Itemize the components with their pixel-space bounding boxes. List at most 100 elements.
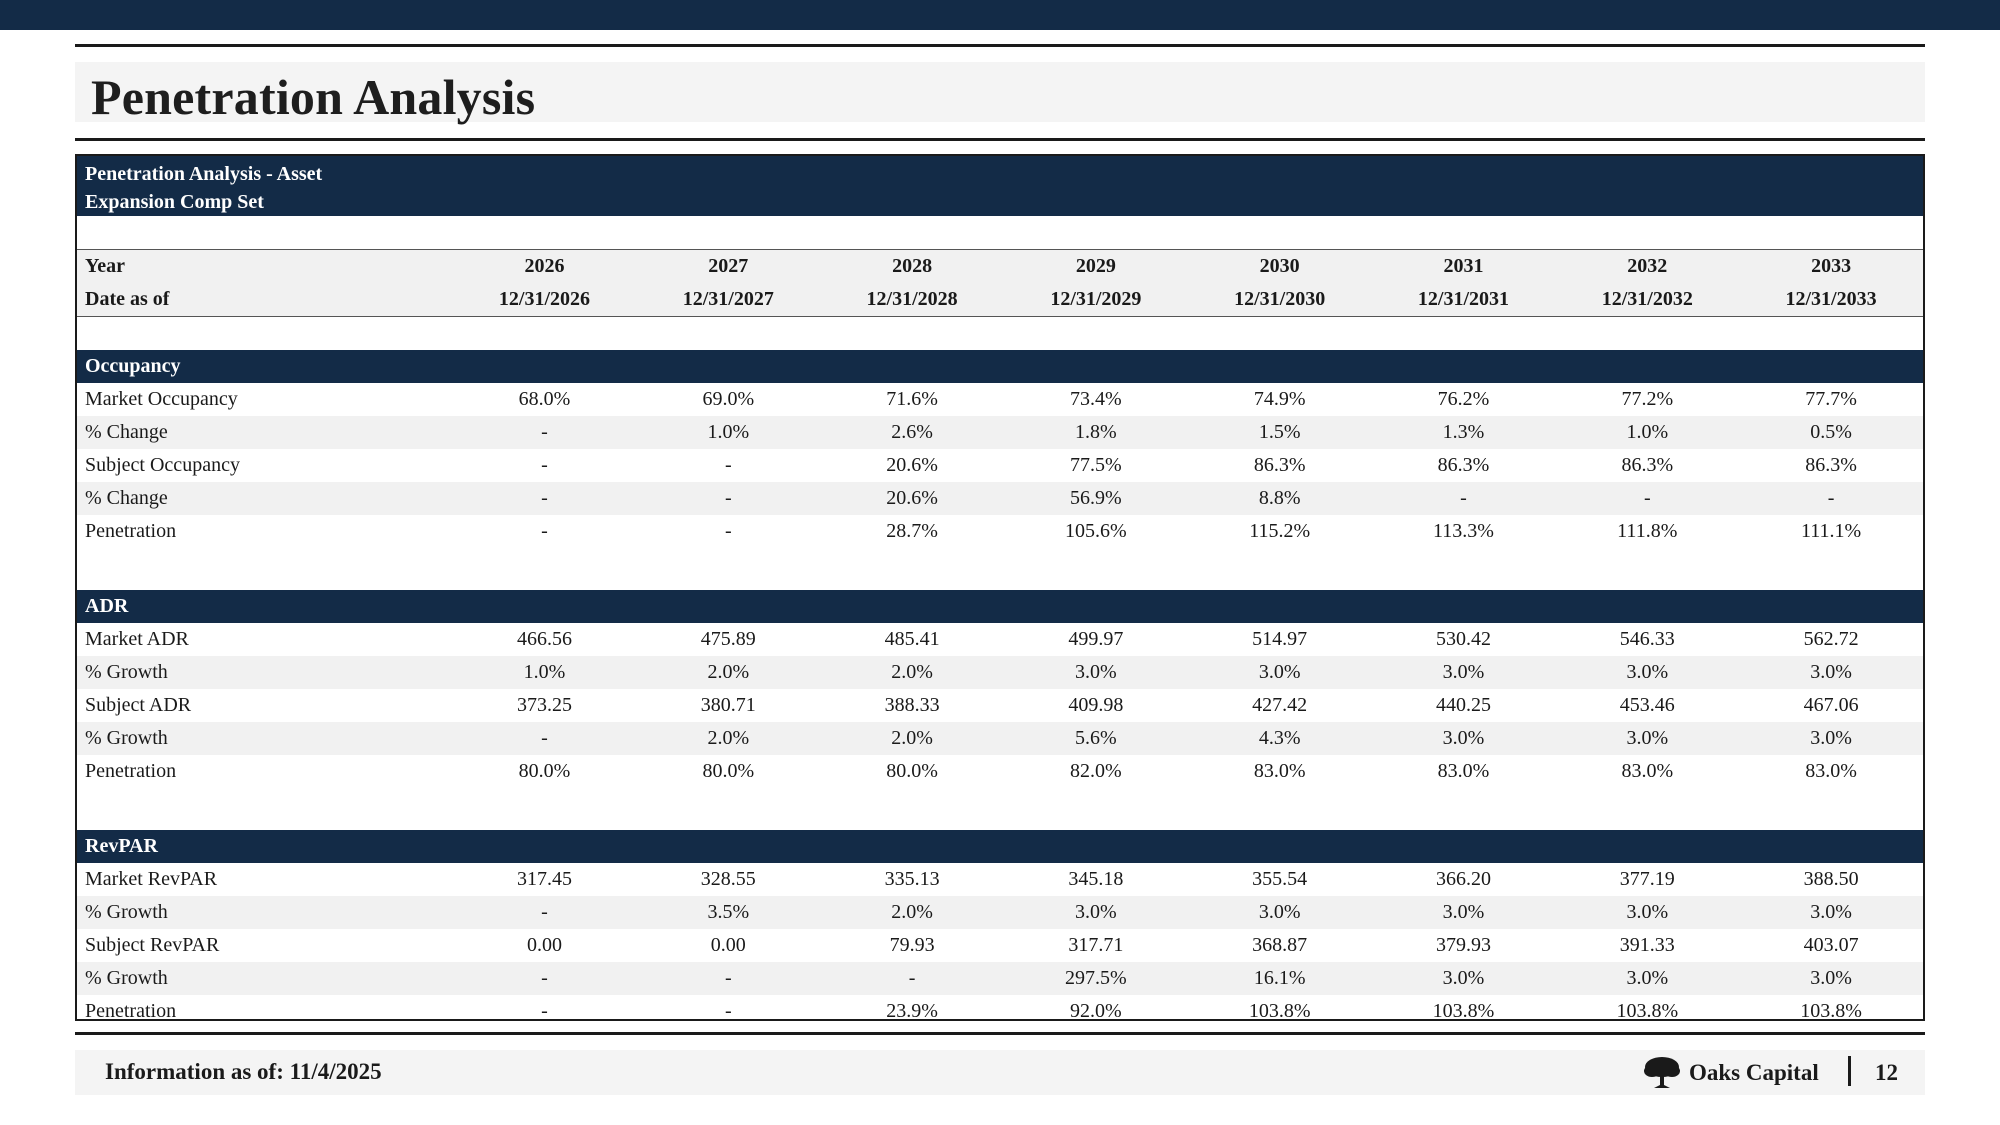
table-cell: 391.33: [1619, 934, 1675, 956]
oak-tree-icon: [1644, 1057, 1680, 1088]
table-cell: 79.93: [889, 934, 935, 956]
table-cell: -: [541, 967, 548, 989]
table-row: Market Occupancy 68.0% 69.0% 71.6% 73.4% 74.9…: [77, 383, 1923, 416]
row-label: Penetration: [85, 520, 177, 542]
table-cell: 20.6%: [886, 487, 938, 509]
table-cell: -: [541, 901, 548, 923]
table-row: % Change - - 20.6% 56.9% 8.8% - - -: [77, 482, 1923, 515]
table-cell: 74.9%: [1253, 388, 1306, 410]
table-cell: 86.3%: [1805, 454, 1857, 476]
table-row: Subject ADR 373.25 380.71 388.33 409.98 427.4…: [77, 689, 1923, 722]
table-cell: 366.20: [1435, 868, 1491, 890]
table-cell: -: [541, 727, 548, 749]
table-cell: 1.0%: [523, 661, 566, 683]
table-cell: 3.0%: [1442, 727, 1485, 749]
table-row: Penetration - - 23.9% 92.0% 103.8% 103.8% 103.8…: [77, 995, 1923, 1021]
table-cell: -: [541, 520, 548, 542]
section-rows: Market Occupancy 68.0% 69.0% 71.6% 73.4% 74.9…: [77, 383, 1923, 548]
table-row: Penetration 80.0% 80.0% 80.0% 82.0% 83.0% 83.0…: [77, 755, 1923, 788]
table-cell: 2.0%: [891, 727, 933, 749]
table-cell: 1.3%: [1442, 421, 1485, 443]
table-cell: 317.71: [1068, 934, 1124, 956]
table-cell: 2.0%: [707, 727, 750, 749]
table-cell: -: [1827, 487, 1835, 509]
table-cell: 111.8%: [1617, 520, 1678, 542]
footer-top-rule: [75, 1032, 1925, 1035]
table-cell: -: [541, 487, 548, 509]
table-cell: 3.0%: [1258, 661, 1301, 683]
table-cell: 3.0%: [1442, 661, 1485, 683]
table-row: Market RevPAR 317.45 328.55 335.13 345.18 355…: [77, 863, 1923, 896]
table-cell: 368.87: [1252, 934, 1308, 956]
section-rows: Market ADR 466.56 475.89 485.41 499.97 514.97…: [77, 623, 1923, 788]
table-row: % Growth - 2.0% 2.0% 5.6% 4.3% 3.0% 3.0% 3.0%: [77, 722, 1923, 755]
table-cell: 317.45: [516, 868, 572, 890]
table-cell: 105.6%: [1065, 520, 1127, 542]
table-spacer: [77, 317, 1923, 350]
table-cell: -: [724, 967, 732, 989]
table-cell: -: [724, 1000, 732, 1021]
table-cell: 3.0%: [1810, 967, 1852, 989]
title-bar: Penetration Analysis: [75, 62, 1925, 125]
table-cell: 103.8%: [1616, 1000, 1679, 1021]
table-cell: 3.0%: [1626, 727, 1669, 749]
table-row: % Change - 1.0% 2.6% 1.8% 1.5% 1.3% 1.0% 0.5%: [77, 416, 1923, 449]
sections-container: Occupancy Market Occupancy 68.0% 69.0% 71.6%…: [77, 350, 1923, 1021]
table-cell: 3.0%: [1075, 661, 1117, 683]
table-cell: 83.0%: [1253, 760, 1306, 782]
row-label: Market RevPAR: [85, 868, 218, 890]
footer: Information as of: 11/4/2025 Oaks Capita…: [75, 1050, 1925, 1095]
row-label: % Growth: [85, 727, 168, 749]
info-as-of: Information as of: 11/4/2025: [105, 1059, 382, 1084]
table-cell: 3.0%: [1075, 901, 1117, 923]
table-row: % Growth - - - 297.5% 16.1% 3.0% 3.0% 3.0%: [77, 962, 1923, 995]
table-cell: 115.2%: [1249, 520, 1311, 542]
date-cell: 12/31/2029: [1050, 288, 1142, 310]
row-label: % Growth: [85, 661, 168, 683]
table-cell: 80.0%: [886, 760, 938, 782]
table-cell: 388.50: [1803, 868, 1859, 890]
table-cell: 377.19: [1619, 868, 1675, 890]
table-cell: 86.3%: [1437, 454, 1490, 476]
table-cell: 83.0%: [1805, 760, 1857, 782]
table-cell: 92.0%: [1070, 1000, 1122, 1021]
row-label: % Growth: [85, 901, 168, 923]
row-label: Market ADR: [85, 628, 189, 650]
row-label: Subject Occupancy: [85, 454, 240, 476]
year-row: Year 2026 2027 2028 2029 2030 2031 2032 …: [77, 250, 1923, 283]
table-cell: -: [541, 421, 548, 443]
table-cell: 16.1%: [1253, 967, 1306, 989]
table-cell: 20.6%: [886, 454, 938, 476]
table-cell: 0.00: [526, 934, 562, 956]
table-cell: -: [1643, 487, 1651, 509]
table-cell: 1.5%: [1258, 421, 1301, 443]
table-cell: 3.0%: [1626, 661, 1669, 683]
table-cell: 80.0%: [518, 760, 571, 782]
date-cell: 12/31/2031: [1417, 288, 1510, 310]
table-cell: 485.41: [884, 628, 940, 650]
brand-name: Oaks Capital: [1689, 1060, 1819, 1085]
penetration-table: Penetration Analysis - Asset Expansion C…: [75, 154, 1925, 1021]
title-top-rule: [75, 44, 1925, 47]
table-row: % Growth - 3.5% 2.0% 3.0% 3.0% 3.0% 3.0% 3.0%: [77, 896, 1923, 929]
row-label: Subject RevPAR: [85, 934, 220, 956]
table-cell: 2.6%: [891, 421, 933, 443]
table-row: Subject RevPAR 0.00 0.00 79.93 317.71 368.87 3…: [77, 929, 1923, 962]
table-cell: 68.0%: [518, 388, 571, 410]
table-cell: 83.0%: [1437, 760, 1490, 782]
section-spacer: [77, 548, 1923, 590]
table-cell: 3.0%: [1258, 901, 1301, 923]
table-cell: 86.3%: [1621, 454, 1674, 476]
table-cell: 28.7%: [886, 520, 938, 542]
table-cell: 3.0%: [1810, 727, 1852, 749]
table-cell: 453.46: [1619, 694, 1675, 716]
table-title-line-2: Expansion Comp Set: [85, 191, 264, 213]
table-cell: 403.07: [1803, 934, 1859, 956]
section-spacer: [77, 788, 1923, 830]
table-cell: 0.5%: [1810, 421, 1852, 443]
year-cell: 2030: [1259, 255, 1300, 277]
table-cell: 466.56: [516, 628, 572, 650]
table-cell: 380.71: [700, 694, 756, 716]
row-label: Subject ADR: [85, 694, 192, 716]
row-label: Penetration: [85, 1000, 177, 1021]
